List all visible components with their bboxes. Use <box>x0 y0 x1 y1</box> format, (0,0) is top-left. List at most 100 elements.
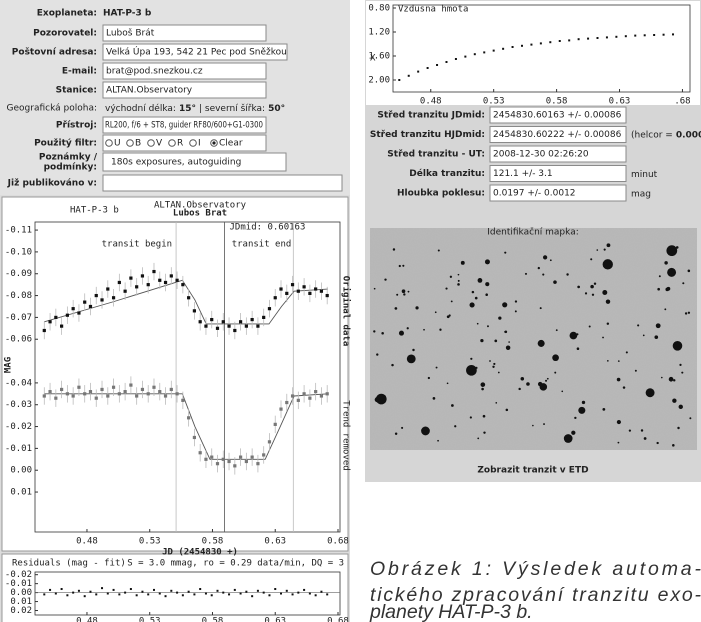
field-label: Poštovní adresa: <box>12 47 97 58</box>
text-input[interactable] <box>102 62 267 80</box>
data-point <box>215 462 220 466</box>
data-point <box>325 293 329 298</box>
field-label: Pozorovatel: <box>33 29 97 39</box>
text-input[interactable] <box>102 81 267 99</box>
star <box>664 261 668 265</box>
star <box>681 371 684 374</box>
text-input[interactable] <box>102 24 267 42</box>
data-point <box>71 394 75 398</box>
radio[interactable] <box>126 139 134 147</box>
text-input[interactable] <box>489 184 627 202</box>
data-point <box>279 287 283 291</box>
star <box>524 272 528 275</box>
star <box>672 444 675 447</box>
data-point <box>539 42 542 45</box>
data-point <box>152 588 155 591</box>
star <box>569 331 578 340</box>
star <box>602 336 604 339</box>
star <box>677 426 680 430</box>
radio[interactable] <box>189 139 197 147</box>
text-input[interactable] <box>489 126 627 143</box>
radio[interactable] <box>147 139 155 147</box>
star <box>471 290 475 294</box>
star <box>656 441 659 445</box>
data-point <box>577 38 580 41</box>
data-point <box>319 289 324 293</box>
chart-subtitle: S = 3.0 mmag, ro = 0.29 data/min, DQ = 3 <box>127 559 344 569</box>
location-part: | severní šířka: <box>199 103 265 114</box>
field-value: Velká Úpa 193, 542 21 Pec pod Sněžkou <box>106 46 287 58</box>
data-point <box>325 392 329 396</box>
text-input[interactable] <box>489 106 627 124</box>
data-point <box>42 328 46 333</box>
field-label: Střed tranzitu JDmid: <box>377 111 485 121</box>
airmass-frame <box>366 1 700 105</box>
x-tick-label: 0.48 <box>420 97 442 107</box>
text-input[interactable] <box>489 145 627 163</box>
text-input[interactable] <box>102 43 288 61</box>
etd-link[interactable]: Zobrazit tranzit v ETD <box>477 466 588 476</box>
radio-label: U <box>114 139 121 149</box>
star <box>602 289 608 295</box>
star <box>476 322 479 325</box>
data-point <box>245 590 248 593</box>
chart-title: Vzdusna hmota <box>398 5 468 15</box>
data-point <box>187 416 191 420</box>
data-point <box>101 587 104 590</box>
text-input[interactable] <box>102 134 267 152</box>
data-point <box>106 287 110 291</box>
data-point <box>216 589 219 592</box>
text-input[interactable] <box>489 165 627 182</box>
star <box>407 290 410 293</box>
data-point <box>198 320 202 324</box>
star <box>545 379 548 382</box>
legend-label: Original data <box>341 276 352 346</box>
marker-label: transit begin <box>102 240 172 250</box>
x-tick-label: 0.58 <box>202 537 224 547</box>
data-point <box>60 588 63 591</box>
data-point <box>615 35 618 38</box>
data-point <box>233 588 236 591</box>
data-point <box>100 298 104 302</box>
field-label: Použitý filtr: <box>34 139 97 149</box>
star <box>469 302 475 308</box>
y-tick-label: 0.01 <box>10 597 32 607</box>
field-value: RL200, f/6 + ST8, guider RF80/600+G1-030… <box>105 121 263 131</box>
y-tick-label: -0.08 <box>5 291 32 301</box>
x-tick-label: 0.53 <box>483 97 505 107</box>
star <box>470 357 473 360</box>
data-point <box>290 283 295 287</box>
data-point <box>221 320 225 324</box>
data-point <box>158 592 161 595</box>
unit-label: mag <box>631 190 651 200</box>
radio[interactable] <box>168 139 176 147</box>
data-point <box>146 392 150 396</box>
star <box>596 249 599 251</box>
data-point <box>262 315 266 320</box>
star <box>437 439 439 442</box>
data-point <box>54 396 58 400</box>
star <box>537 339 545 347</box>
field-value: 2454830.60222 +/- 0.00086 <box>493 130 622 140</box>
text-area[interactable] <box>102 152 287 172</box>
star <box>679 363 682 367</box>
data-point <box>210 455 214 459</box>
text-input[interactable] <box>102 116 267 134</box>
data-point <box>296 289 300 293</box>
star <box>576 333 579 336</box>
star <box>554 371 557 374</box>
star <box>450 300 453 303</box>
data-point <box>285 400 289 405</box>
star <box>381 331 384 335</box>
star <box>555 329 558 332</box>
data-point <box>135 394 139 398</box>
star <box>492 365 495 368</box>
field-label: Přístroj: <box>56 121 97 131</box>
finder-map-grain <box>370 228 697 450</box>
data-point <box>624 35 627 38</box>
text-input[interactable] <box>102 174 343 192</box>
data-point <box>175 278 179 282</box>
data-point <box>256 462 260 466</box>
radio[interactable] <box>105 139 113 147</box>
